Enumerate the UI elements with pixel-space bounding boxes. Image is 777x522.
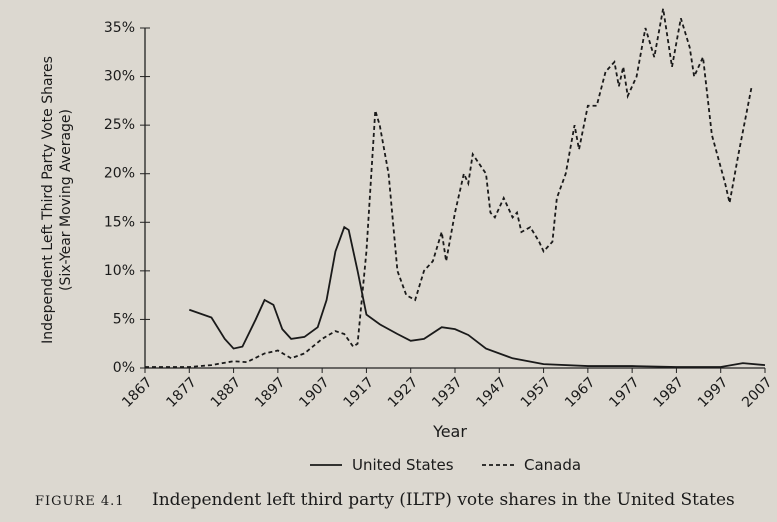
y-tick-label: 5% [113, 311, 135, 327]
y-tick-label: 20% [104, 166, 135, 182]
y-label: Independent Left Third Party Vote Shares… [40, 56, 74, 344]
x-label: Year [432, 422, 467, 441]
y-tick-label: 10% [104, 263, 135, 279]
y-label-line: (Six-Year Moving Average) [58, 109, 74, 291]
legend-label: Canada [524, 456, 581, 474]
y-tick-label: 0% [113, 360, 135, 376]
y-tick-label: 30% [104, 69, 135, 85]
y-tick-label: 25% [104, 117, 135, 133]
caption-number: FIGURE 4.1 [35, 494, 125, 509]
y-label-line: Independent Left Third Party Vote Shares [40, 56, 56, 344]
series-line [145, 8, 753, 368]
caption-text: Independent left third party (ILTP) vote… [152, 490, 735, 510]
series-line [188, 225, 766, 368]
y-tick-label: 15% [104, 214, 135, 230]
y-tick-label: 35% [104, 20, 135, 36]
legend-label: United States [352, 456, 454, 474]
